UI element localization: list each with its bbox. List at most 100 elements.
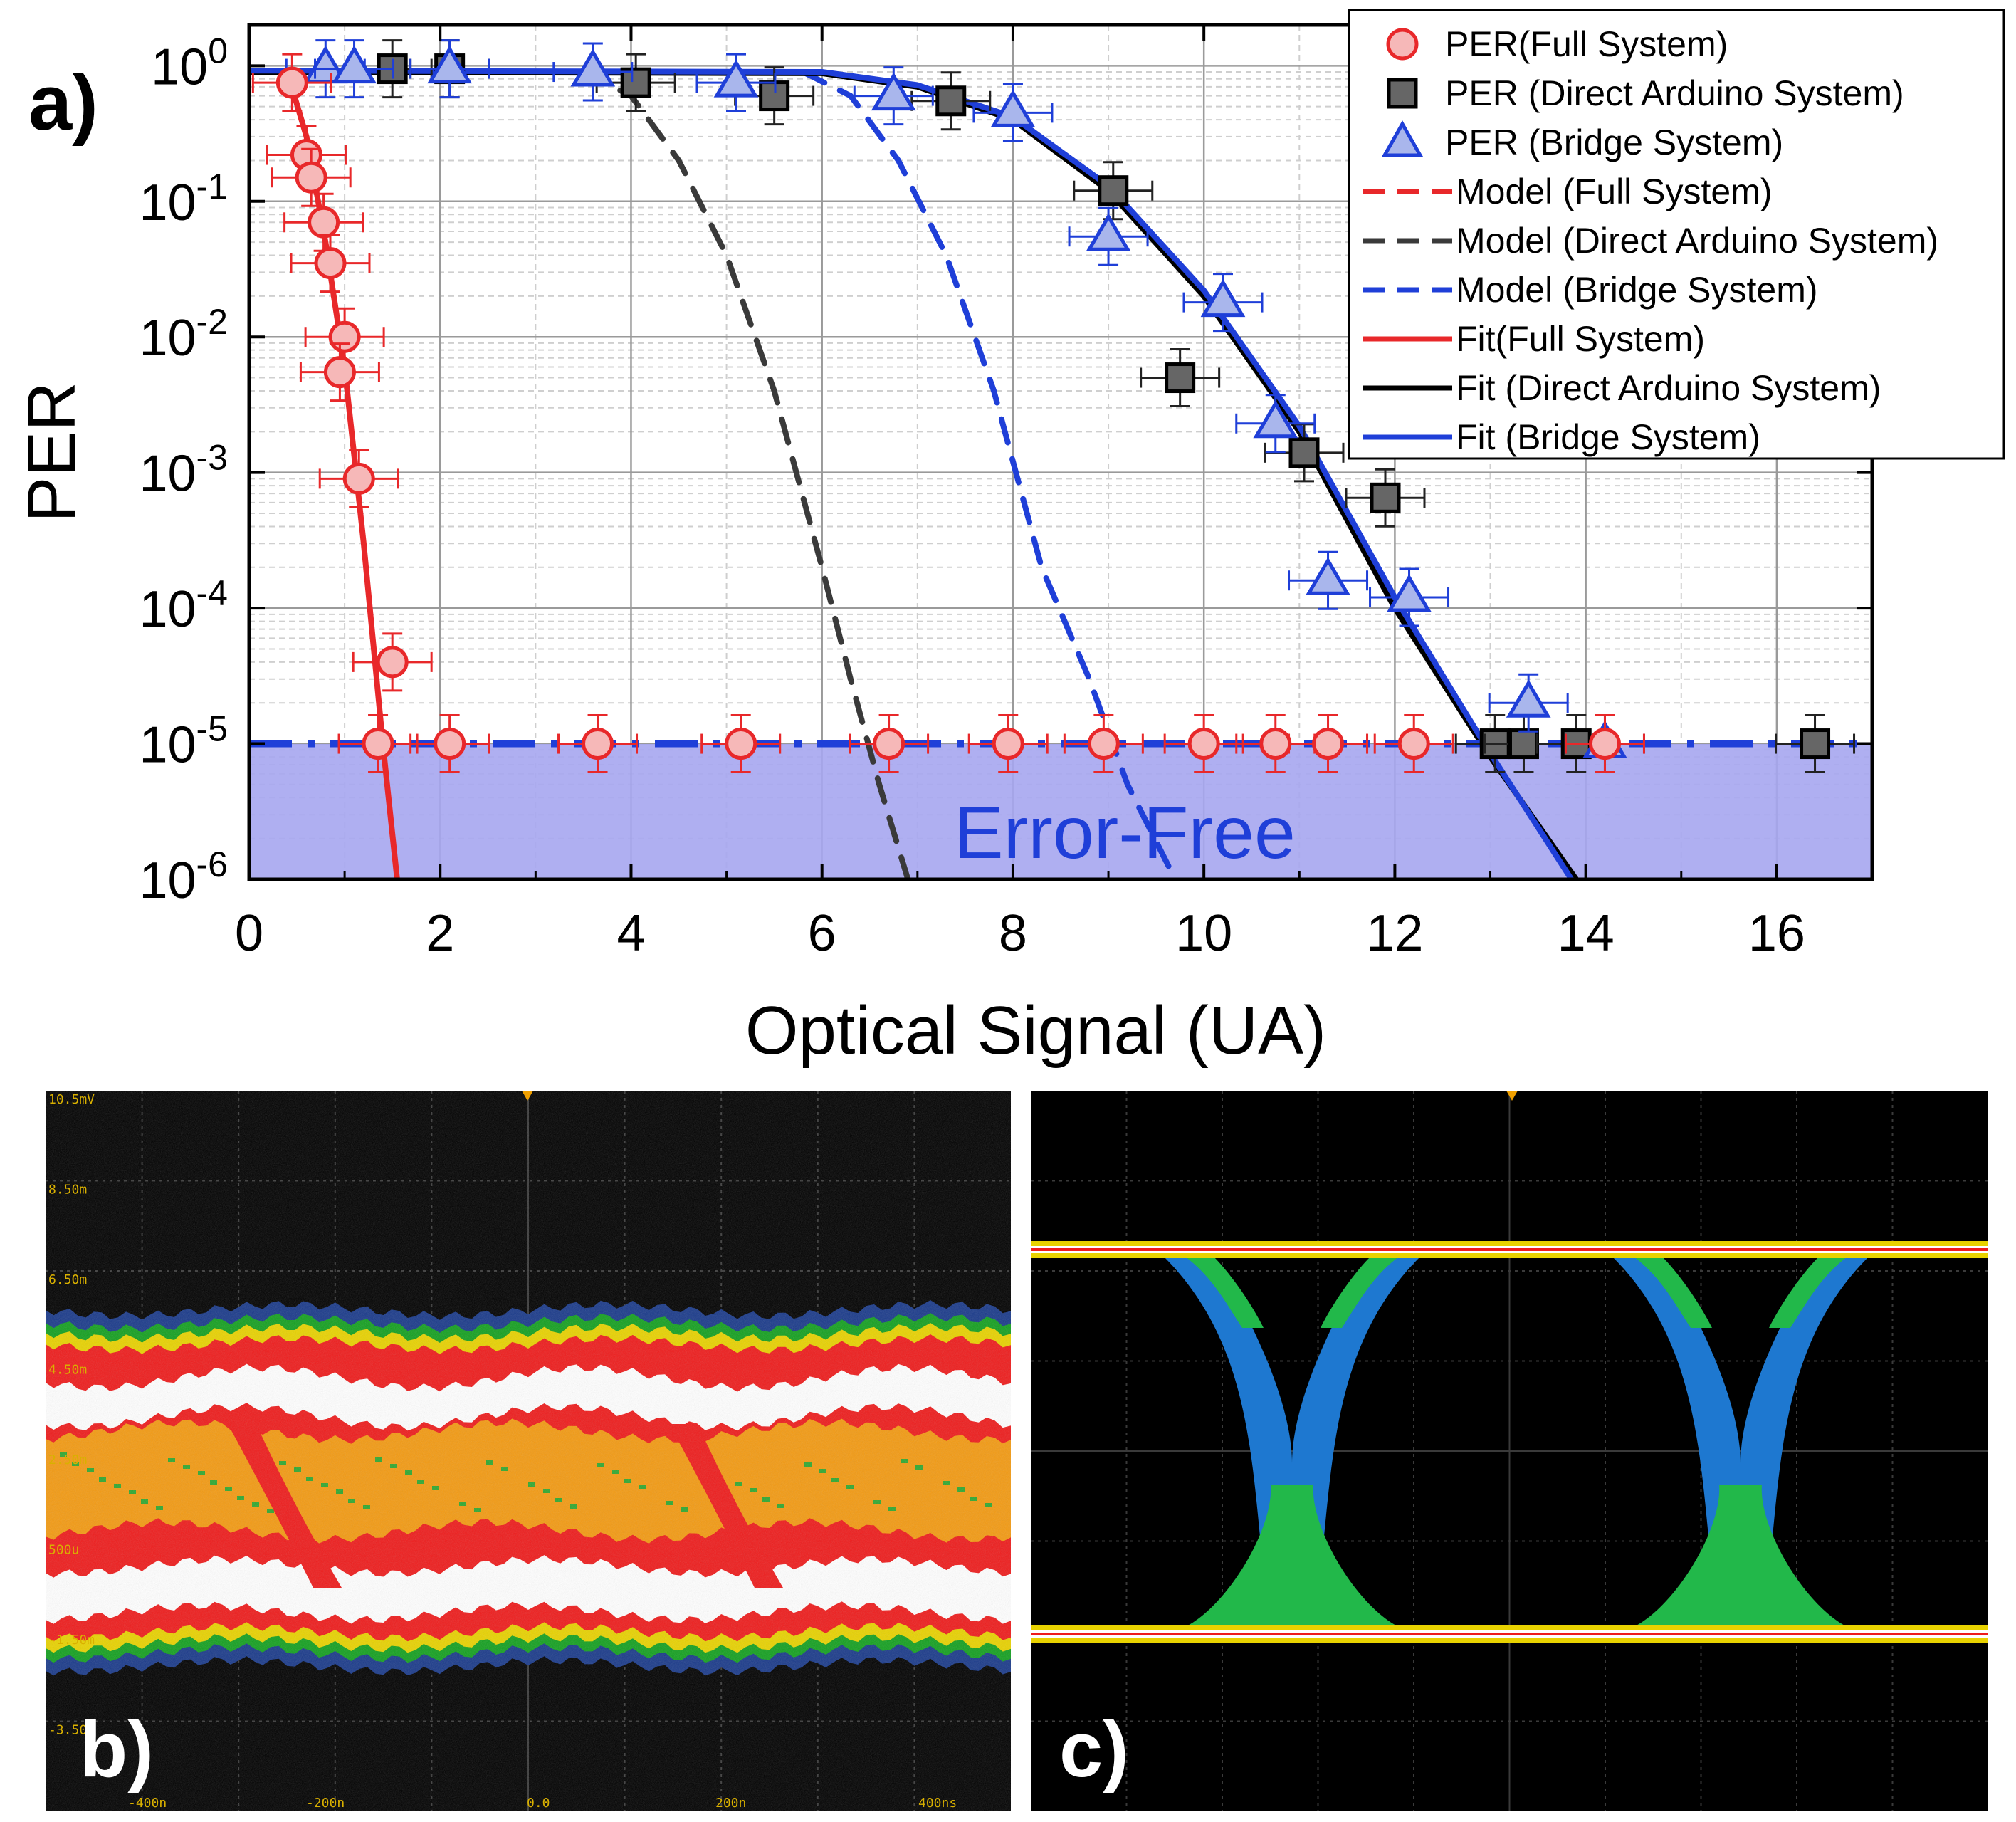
panel-label-b: b) — [80, 1706, 154, 1794]
data-point-square — [935, 85, 967, 117]
data-point-square — [1165, 362, 1196, 394]
rail-red — [1031, 1633, 1988, 1635]
data-point-circle — [342, 462, 375, 495]
data-point-triangle — [1387, 574, 1432, 612]
y-tick-label: 10-1 — [139, 167, 228, 231]
legend: PER(Full System) PER (Direct Arduino Syst… — [1348, 9, 2005, 460]
x-tick-label: 6 — [808, 905, 836, 962]
data-point-square — [1370, 482, 1401, 513]
eye-crossing-upper — [1769, 1257, 1847, 1328]
trigger-marker-icon — [522, 1091, 533, 1101]
data-point-triangle — [871, 72, 916, 111]
data-point-circle — [308, 206, 340, 239]
error-free-region — [249, 744, 1872, 879]
scope-y-label: 8.50m — [48, 1183, 87, 1198]
scope-c-trace — [1031, 1241, 1988, 1643]
series-line — [249, 68, 1575, 879]
x-tick-label: 12 — [1366, 905, 1423, 962]
data-point-square — [1098, 175, 1129, 206]
y-tick-base: 10 — [139, 174, 196, 231]
y-axis-label: PER — [14, 382, 90, 522]
data-point-circle — [376, 646, 409, 679]
x-tick-label: 4 — [616, 905, 645, 962]
data-point-circle — [1187, 728, 1220, 760]
legend-label: PER (Bridge System) — [1445, 122, 1783, 162]
y-tick-exponent: -3 — [196, 438, 228, 478]
y-tick-base: 10 — [139, 581, 196, 638]
panel-a-chart: Error-Free 0 2 4 6 8 10 12 14 1610010-110-210-31… — [14, 9, 2005, 1069]
data-point-circle — [873, 728, 905, 760]
data-point-circle — [1588, 728, 1621, 760]
legend-label: Model (Direct Arduino System) — [1456, 221, 1938, 261]
x-tick-label: 2 — [426, 905, 454, 962]
trigger-marker-icon — [1506, 1091, 1518, 1101]
data-point-triangle — [570, 48, 616, 87]
scope-x-label: 400ns — [918, 1796, 957, 1811]
scope-b-axis-labels: 10.5mV 8.50m 6.50m 4.50m 2.50m 500u -1.50m -3.5… — [48, 1092, 957, 1811]
data-point-circle — [1397, 728, 1430, 760]
y-tick-exponent: -5 — [196, 709, 228, 749]
legend-label: Fit (Direct Arduino System) — [1456, 368, 1881, 408]
y-tick-exponent: -1 — [196, 167, 228, 206]
y-tick-label: 10-3 — [139, 438, 228, 503]
eye-crossing — [1612, 1257, 1869, 1627]
y-tick-base: 10 — [139, 717, 196, 774]
data-point-circle — [295, 161, 327, 194]
rail-red — [1031, 1248, 1988, 1251]
legend-label: PER (Direct Arduino System) — [1445, 73, 1904, 113]
data-point-circle — [314, 247, 347, 280]
series-layer — [249, 39, 1872, 879]
data-point-circle — [434, 728, 466, 760]
data-point-triangle — [1200, 278, 1246, 318]
y-tick-exponent: -2 — [196, 302, 228, 342]
legend-marker-square — [1387, 78, 1418, 109]
y-tick-base: 10 — [151, 38, 208, 95]
y-tick-exponent: -6 — [196, 844, 228, 884]
y-tick-base: 10 — [139, 446, 196, 503]
scope-y-label: 4.50m — [48, 1363, 87, 1378]
panel-c-eye-diagram: c) — [1031, 1091, 1988, 1811]
y-tick-label: 10-2 — [139, 302, 228, 367]
scope-y-label: 500u — [48, 1543, 79, 1558]
data-point-circle — [1087, 728, 1120, 760]
data-point-triangle — [332, 45, 377, 84]
legend-label: Model (Full System) — [1456, 172, 1773, 211]
eye-crossing-upper — [1321, 1257, 1399, 1328]
x-axis-label: Optical Signal (UA) — [745, 993, 1326, 1069]
x-tick-label: 16 — [1748, 905, 1805, 962]
scope-y-label: 6.50m — [48, 1272, 87, 1287]
scope-y-label: -1.50m — [48, 1633, 95, 1648]
data-point-triangle — [1506, 679, 1551, 718]
data-point-triangle — [427, 45, 473, 84]
error-free-label: Error-Free — [954, 792, 1296, 874]
data-point-circle — [323, 356, 356, 389]
legend-box — [1348, 9, 2005, 460]
eye-crossing-lower — [1185, 1485, 1399, 1627]
y-tick-base: 10 — [139, 852, 196, 909]
y-tick-label: 10-6 — [139, 844, 228, 909]
data-point-circle — [582, 728, 614, 760]
y-tick-label: 10-5 — [139, 709, 228, 774]
data-point-circle — [1312, 728, 1345, 760]
legend-marker-circle — [1386, 28, 1419, 61]
scope-x-label: 0.0 — [527, 1796, 550, 1811]
legend-marker-triangle — [1381, 120, 1424, 157]
scope-x-label: 200n — [715, 1796, 746, 1811]
data-point-circle — [992, 728, 1024, 760]
data-point-circle — [362, 728, 394, 760]
data-point-circle — [275, 66, 308, 99]
y-tick-base: 10 — [139, 310, 196, 367]
y-tick-label: 10-4 — [139, 573, 228, 638]
legend-label: Fit (Bridge System) — [1456, 417, 1760, 457]
x-tick-label: 0 — [235, 905, 263, 962]
x-tick-label: 8 — [999, 905, 1027, 962]
x-tick-label: 10 — [1175, 905, 1232, 962]
scope-x-label: -200n — [306, 1796, 345, 1811]
data-point-triangle — [1086, 213, 1131, 251]
eye-crossing-upper — [1634, 1257, 1712, 1328]
data-point-square — [1800, 728, 1831, 760]
legend-label: Fit(Full System) — [1456, 319, 1705, 359]
data-point-square — [1508, 728, 1539, 760]
data-point-circle — [1259, 728, 1292, 760]
